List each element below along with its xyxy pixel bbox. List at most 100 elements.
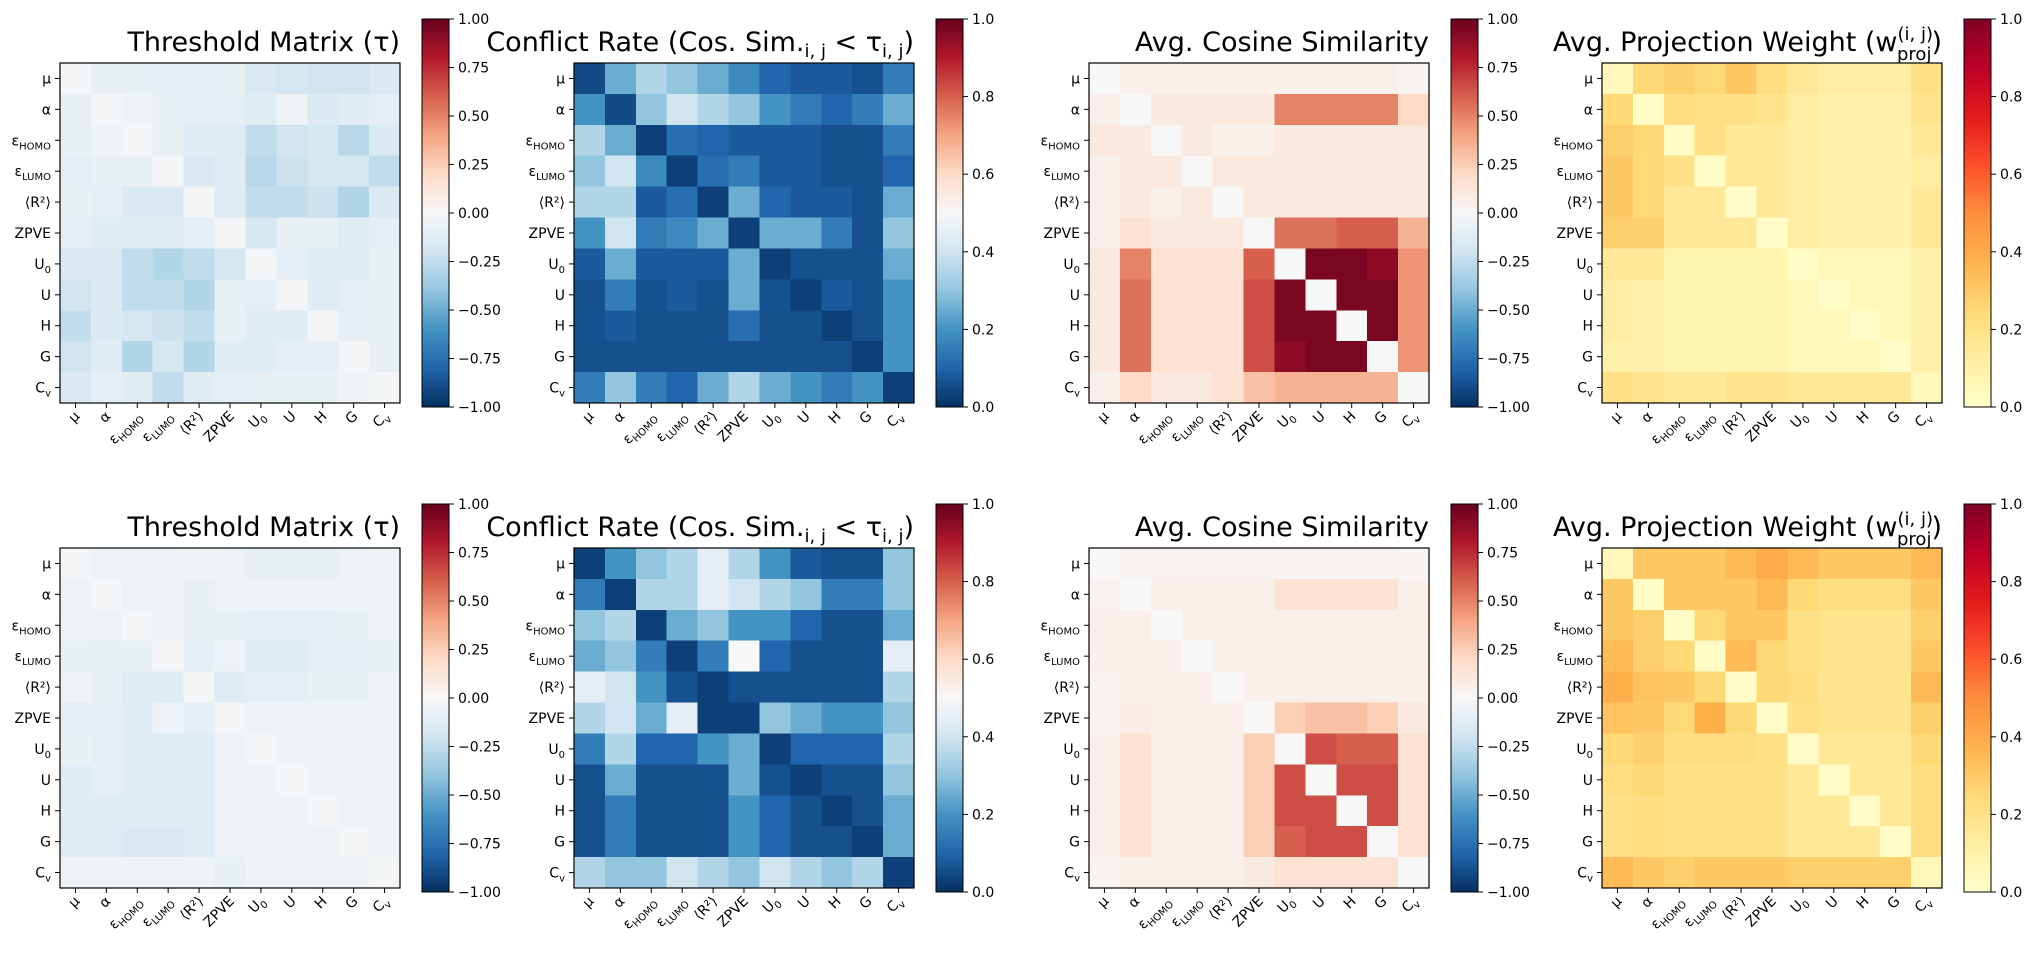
x-tick-label: μ — [1608, 893, 1626, 911]
heatmap-cell — [121, 248, 154, 280]
heatmap-cell — [1725, 548, 1758, 580]
heatmap-cell — [1274, 578, 1306, 611]
y-tick-label: H — [1582, 804, 1593, 820]
heatmap-cell — [307, 733, 339, 765]
heatmap-cell — [369, 279, 401, 311]
x-tick-label: G — [1884, 409, 1903, 428]
heatmap-cell — [1398, 341, 1430, 373]
y-tick-label: α — [1584, 102, 1593, 118]
heatmap-cell — [635, 186, 668, 219]
heatmap-cell — [307, 826, 339, 858]
heatmap-cell — [1305, 63, 1337, 95]
heatmap-cell — [183, 826, 216, 858]
heatmap-cell — [338, 857, 370, 889]
heatmap-cell — [728, 63, 761, 95]
heatmap-cell — [369, 702, 401, 735]
heatmap-cell — [1150, 93, 1183, 126]
heatmap-cell — [245, 186, 277, 219]
heatmap-cell — [1150, 857, 1183, 889]
heatmap-cell — [604, 795, 637, 827]
x-tick-label: ZPVE — [1230, 409, 1267, 446]
colorbar-tick-label: 1.0 — [972, 497, 994, 513]
heatmap-cell — [1243, 733, 1276, 765]
heatmap-cell — [1119, 310, 1152, 342]
heatmap-cell — [1756, 702, 1789, 735]
heatmap-cell — [1880, 341, 1912, 373]
heatmap-cell — [1911, 186, 1943, 219]
colorbar-tick-label: 0.0 — [2000, 400, 2022, 416]
y-tick-label: εLUMO — [1557, 649, 1594, 668]
heatmap-cell — [307, 63, 339, 95]
heatmap-cell — [1849, 217, 1881, 250]
colorbar-tick-label: −0.50 — [1487, 788, 1530, 804]
heatmap-cell — [369, 248, 401, 280]
heatmap-cell — [245, 609, 277, 642]
heatmap-cell — [90, 341, 123, 373]
heatmap-cell — [666, 124, 699, 157]
heatmap-cell — [666, 310, 699, 342]
heatmap-cell — [1336, 857, 1368, 889]
heatmap-cell — [1694, 764, 1727, 796]
heatmap-cell — [369, 640, 401, 673]
colorbar-tick-label: 0.6 — [972, 167, 994, 183]
heatmap-cell — [1398, 826, 1430, 858]
heatmap-cell — [1849, 733, 1881, 765]
y-tick-label: μ — [556, 71, 565, 87]
heatmap-cell — [121, 702, 154, 735]
x-tick-label: U — [1310, 409, 1329, 428]
y-tick-label: εHOMO — [1554, 133, 1594, 152]
heatmap-cell — [90, 609, 123, 642]
heatmap-cell — [604, 341, 637, 373]
heatmap-cell — [1119, 671, 1152, 704]
heatmap-cell — [1880, 795, 1912, 827]
heatmap-cell — [121, 857, 154, 889]
heatmap-cell — [369, 548, 401, 580]
heatmap-cell — [338, 217, 370, 250]
y-tick-label: α — [1584, 587, 1593, 603]
heatmap-cell — [369, 826, 401, 858]
y-tick-label: G — [40, 350, 51, 366]
heatmap-cell — [1787, 578, 1819, 611]
y-tick-label: εLUMO — [529, 164, 566, 183]
colorbar-tick-label: −0.25 — [458, 255, 501, 271]
heatmap-cell — [1756, 733, 1789, 765]
heatmap-cell — [1089, 186, 1121, 219]
x-tick-label: Cv — [1399, 408, 1424, 433]
heatmap-cell — [152, 124, 185, 157]
x-tick-label: εHOMO — [1648, 893, 1689, 934]
heatmap-cell — [1602, 857, 1634, 889]
y-tick-label: μ — [1071, 556, 1080, 572]
heatmap-cell — [635, 217, 668, 250]
heatmap-cell — [604, 702, 637, 735]
heatmap-cell — [790, 578, 822, 611]
heatmap-cell — [574, 124, 606, 157]
x-tick-label: G — [1884, 894, 1903, 913]
heatmap-cell — [245, 124, 277, 157]
heatmap-cell — [60, 795, 92, 827]
heatmap-cell — [276, 733, 308, 765]
heatmap-cell — [1602, 826, 1634, 858]
heatmap-cell — [1336, 217, 1368, 250]
heatmap-cell — [1725, 124, 1758, 157]
heatmap-cell — [604, 826, 637, 858]
heatmap-cell — [1602, 186, 1634, 219]
y-tick-label: ⟨R²⟩ — [539, 195, 565, 211]
heatmap-cell — [276, 372, 308, 404]
heatmap-cell — [121, 733, 154, 765]
heatmap-cell — [697, 764, 730, 796]
heatmap-cell — [728, 702, 761, 735]
heatmap-cell — [1367, 640, 1399, 673]
colorbar-tick-label: 0.25 — [1487, 643, 1518, 659]
heatmap-cell — [1818, 279, 1850, 311]
heatmap-cell — [852, 93, 884, 126]
heatmap-cell — [666, 548, 699, 580]
heatmap-cell — [1849, 764, 1881, 796]
heatmap-cell — [1849, 124, 1881, 157]
heatmap-cell — [183, 186, 216, 219]
heatmap-cell — [214, 733, 247, 765]
heatmap-cell — [1694, 795, 1727, 827]
colorbar-tick-label: 0.6 — [972, 652, 994, 668]
heatmap-cell — [1911, 548, 1943, 580]
heatmap-cell — [1367, 279, 1399, 311]
